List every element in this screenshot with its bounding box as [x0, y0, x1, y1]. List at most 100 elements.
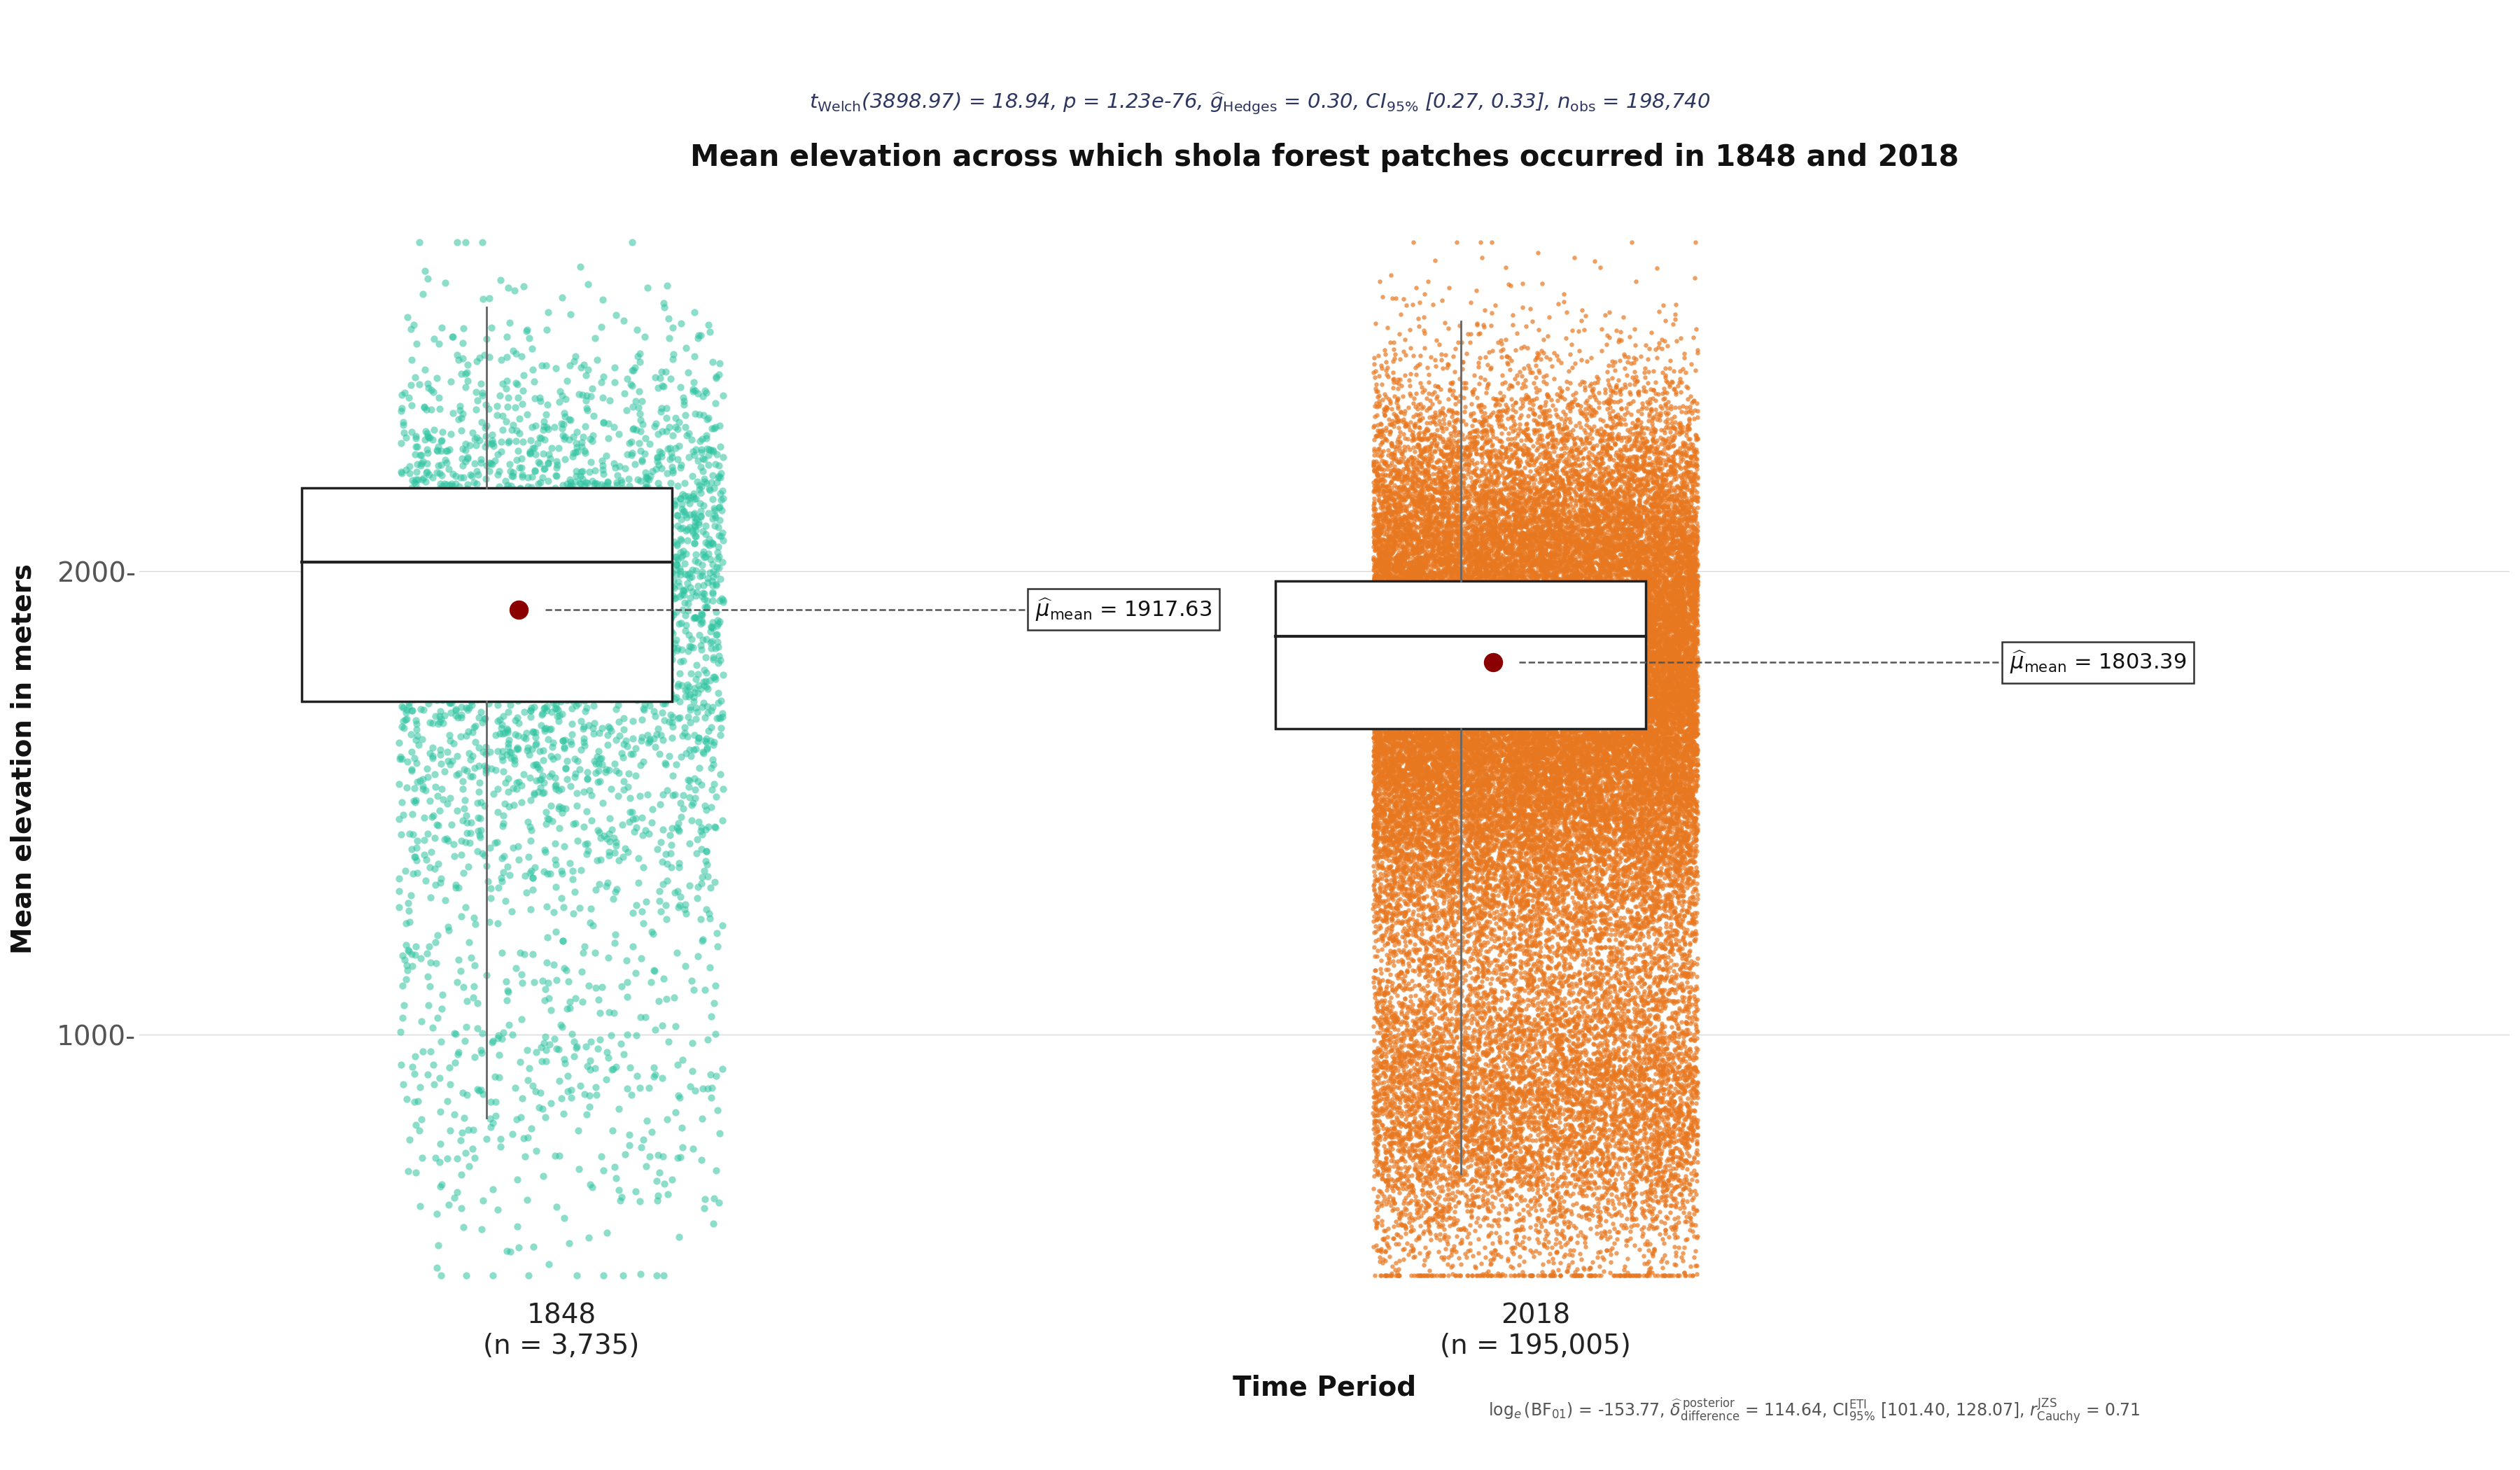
Point	[1628, 438, 1668, 462]
Point	[1411, 781, 1452, 804]
Point	[1477, 1086, 1517, 1110]
Point	[1623, 1078, 1663, 1101]
Point	[1520, 551, 1560, 575]
Point	[1353, 781, 1394, 804]
Point	[1399, 1045, 1439, 1069]
Point	[1658, 588, 1698, 612]
Point	[1469, 1141, 1509, 1164]
Point	[1474, 816, 1515, 839]
Point	[1520, 495, 1560, 519]
Point	[1575, 644, 1615, 667]
Point	[1441, 870, 1482, 894]
Point	[1484, 1142, 1525, 1166]
Point	[1532, 550, 1572, 573]
Point	[431, 648, 471, 672]
Point	[1454, 1105, 1494, 1129]
Point	[577, 770, 617, 794]
Point	[1409, 613, 1449, 637]
Point	[1628, 650, 1668, 673]
Point	[1532, 585, 1572, 609]
Point	[401, 514, 441, 538]
Point	[1671, 736, 1711, 760]
Point	[1628, 609, 1668, 632]
Point	[1371, 648, 1411, 672]
Point	[1356, 785, 1396, 809]
Point	[1595, 682, 1635, 706]
Point	[1419, 803, 1459, 826]
Point	[1562, 506, 1603, 529]
Point	[1603, 610, 1643, 634]
Point	[1623, 684, 1663, 707]
Point	[1593, 729, 1633, 753]
Point	[1542, 623, 1583, 647]
Point	[1371, 678, 1411, 701]
Point	[1613, 694, 1653, 717]
Point	[585, 506, 625, 529]
Point	[1550, 942, 1590, 966]
Point	[1482, 456, 1522, 479]
Point	[1515, 490, 1555, 513]
Point	[1421, 844, 1462, 867]
Point	[1537, 891, 1578, 914]
Point	[1477, 795, 1517, 819]
Point	[1635, 731, 1676, 754]
Point	[1401, 610, 1441, 634]
Point	[1386, 688, 1426, 711]
Point	[1429, 632, 1469, 656]
Point	[436, 672, 476, 695]
Point	[1489, 597, 1530, 620]
Point	[1406, 745, 1446, 769]
Point	[1623, 729, 1663, 753]
Point	[1371, 564, 1411, 588]
Point	[1502, 742, 1542, 766]
Point	[1477, 808, 1517, 832]
Point	[1509, 963, 1550, 986]
Point	[1462, 585, 1502, 609]
Point	[1578, 681, 1618, 704]
Point	[1469, 519, 1509, 542]
Point	[388, 891, 428, 914]
Point	[1628, 562, 1668, 585]
Point	[1578, 517, 1618, 541]
Point	[1459, 1017, 1499, 1041]
Point	[1494, 1060, 1535, 1083]
Point	[1648, 610, 1688, 634]
Point	[1419, 923, 1459, 947]
Point	[1653, 869, 1693, 892]
Point	[1494, 1119, 1535, 1142]
Point	[1411, 485, 1452, 509]
Point	[1389, 822, 1429, 845]
Point	[1467, 591, 1507, 614]
Point	[1502, 885, 1542, 908]
Point	[1583, 613, 1623, 637]
Point	[1371, 664, 1411, 688]
Point	[1517, 1075, 1557, 1098]
Point	[396, 426, 436, 450]
Point	[1502, 460, 1542, 484]
Point	[1661, 794, 1701, 817]
Point	[1479, 662, 1520, 685]
Point	[1439, 1163, 1479, 1186]
Point	[1394, 675, 1434, 698]
Point	[1381, 635, 1421, 659]
Point	[1512, 919, 1552, 942]
Point	[1560, 597, 1600, 620]
Point	[1666, 917, 1706, 941]
Point	[1583, 560, 1623, 584]
Point	[595, 635, 635, 659]
Point	[1520, 775, 1560, 798]
Point	[1623, 547, 1663, 570]
Point	[1666, 645, 1706, 669]
Point	[1580, 700, 1620, 723]
Point	[1585, 756, 1625, 779]
Point	[1550, 567, 1590, 591]
Point	[1560, 789, 1600, 813]
Point	[1497, 1183, 1537, 1207]
Point	[1439, 525, 1479, 548]
Point	[1484, 953, 1525, 976]
Point	[514, 784, 554, 807]
Point	[1391, 569, 1431, 592]
Point	[1625, 836, 1666, 860]
Point	[1499, 635, 1540, 659]
Point	[655, 531, 696, 554]
